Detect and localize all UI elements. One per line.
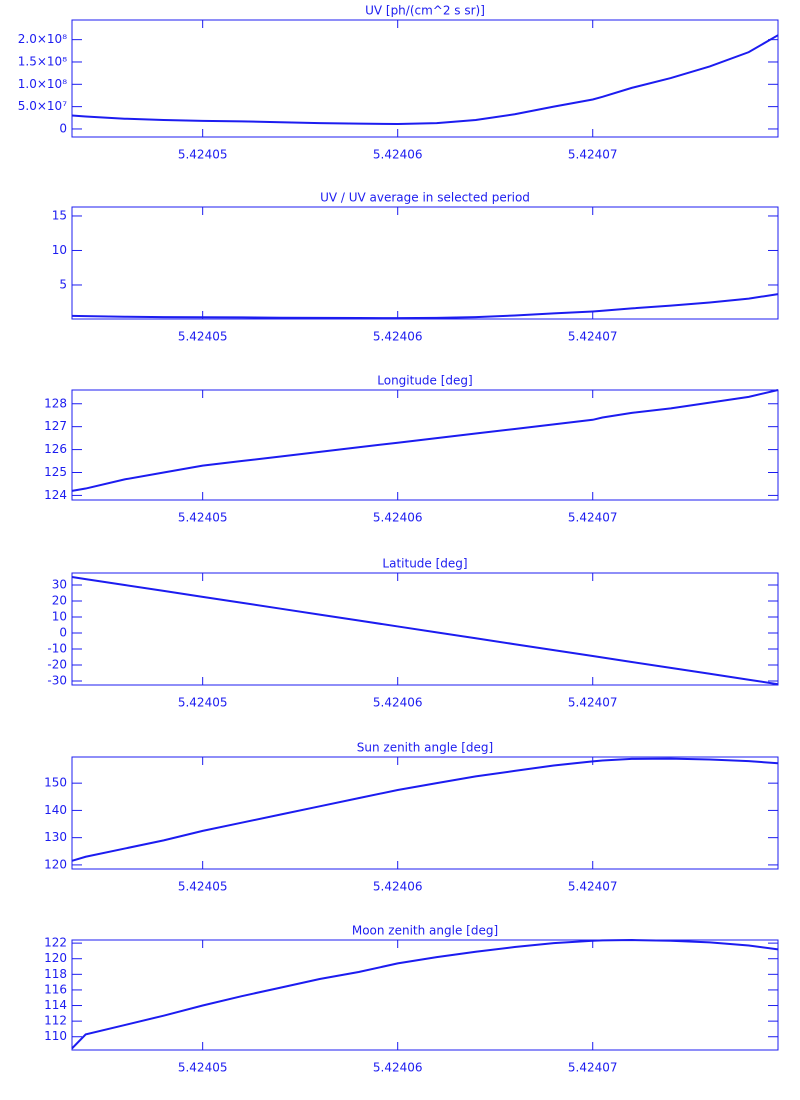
panel: UV [ph/(cm^2 s sr)] 0 5.0×10⁷ 1.0×10⁸ 1.5×10… bbox=[18, 4, 779, 162]
panel-title: Latitude [deg] bbox=[382, 557, 467, 571]
x-tick-label: 5.42407 bbox=[568, 880, 618, 894]
y-tick-label: 5.0×10⁷ bbox=[18, 99, 67, 113]
y-tick-label: 114 bbox=[44, 998, 67, 1012]
y-tick-label: 118 bbox=[44, 967, 67, 981]
y-tick-label: 116 bbox=[44, 982, 67, 996]
x-tick-label: 5.42405 bbox=[178, 1061, 228, 1075]
plot-frame bbox=[71, 756, 779, 870]
y-tick-label: -20 bbox=[47, 658, 67, 672]
plot-frame bbox=[71, 19, 779, 138]
panel-title: Moon zenith angle [deg] bbox=[352, 924, 498, 938]
panel-title: Longitude [deg] bbox=[377, 374, 472, 388]
y-tick-label: 125 bbox=[44, 465, 67, 479]
y-tick-label: 128 bbox=[44, 396, 67, 410]
plot-frame bbox=[71, 206, 779, 320]
x-tick-label: 5.42405 bbox=[178, 696, 228, 710]
x-tick-label: 5.42406 bbox=[373, 696, 423, 710]
y-tick-label: 15 bbox=[52, 208, 67, 222]
data-line bbox=[71, 938, 779, 1050]
y-tick-label: 110 bbox=[44, 1029, 67, 1043]
y-tick-label: 112 bbox=[44, 1014, 67, 1028]
y-tick-label: 120 bbox=[44, 857, 67, 871]
x-tick-label: 5.42406 bbox=[373, 148, 423, 162]
x-tick-label: 5.42407 bbox=[568, 330, 618, 344]
y-tick-label: 10 bbox=[52, 610, 67, 624]
y-tick-label: 140 bbox=[44, 803, 67, 817]
x-tick-label: 5.42405 bbox=[178, 330, 228, 344]
panel-title: UV [ph/(cm^2 s sr)] bbox=[365, 4, 485, 18]
y-tick-label: -10 bbox=[47, 642, 67, 656]
panel-title: Sun zenith angle [deg] bbox=[357, 741, 493, 755]
x-tick-label: 5.42405 bbox=[178, 148, 228, 162]
x-tick-label: 5.42405 bbox=[178, 880, 228, 894]
y-tick-label: 1.0×10⁸ bbox=[18, 77, 67, 91]
panel: Sun zenith angle [deg] 120 130 140 150 5.4240… bbox=[44, 741, 779, 894]
y-tick-label: 0 bbox=[59, 121, 67, 135]
plot-frame bbox=[71, 572, 779, 686]
data-line bbox=[71, 576, 779, 686]
y-tick-label: 5 bbox=[59, 277, 67, 291]
y-tick-label: 120 bbox=[44, 951, 67, 965]
x-tick-label: 5.42407 bbox=[568, 1061, 618, 1075]
y-tick-label: 122 bbox=[44, 936, 67, 950]
y-tick-label: 124 bbox=[44, 488, 67, 502]
panel: UV / UV average in selected period 5 10 15 5… bbox=[52, 191, 779, 344]
y-tick-label: 30 bbox=[52, 578, 67, 592]
data-line bbox=[71, 34, 779, 126]
x-tick-label: 5.42407 bbox=[568, 511, 618, 525]
y-tick-label: 130 bbox=[44, 830, 67, 844]
y-tick-label: -30 bbox=[47, 674, 67, 688]
plot-frame bbox=[71, 389, 779, 501]
panel: Latitude [deg] -30 -20 -10 0 10 20 30 5.42405 5.4… bbox=[47, 557, 779, 710]
y-tick-label: 1.5×10⁸ bbox=[18, 54, 67, 68]
panel-title: UV / UV average in selected period bbox=[320, 191, 530, 205]
x-tick-label: 5.42407 bbox=[568, 148, 618, 162]
y-tick-label: 0 bbox=[59, 626, 67, 640]
x-tick-label: 5.42406 bbox=[373, 880, 423, 894]
y-tick-label: 127 bbox=[44, 419, 67, 433]
y-tick-label: 150 bbox=[44, 776, 67, 790]
data-line bbox=[71, 389, 779, 492]
y-tick-label: 20 bbox=[52, 594, 67, 608]
x-tick-label: 5.42406 bbox=[373, 330, 423, 344]
y-tick-label: 10 bbox=[52, 243, 67, 257]
panel: Longitude [deg] 124 125 126 127 128 5.42405 5.4… bbox=[44, 374, 779, 525]
x-tick-label: 5.42405 bbox=[178, 511, 228, 525]
plot-frame bbox=[71, 939, 779, 1051]
y-tick-label: 126 bbox=[44, 442, 67, 456]
data-line bbox=[71, 757, 779, 862]
x-tick-label: 5.42407 bbox=[568, 696, 618, 710]
y-tick-label: 2.0×10⁸ bbox=[18, 32, 67, 46]
x-tick-label: 5.42406 bbox=[373, 1061, 423, 1075]
data-line bbox=[71, 293, 779, 320]
x-tick-label: 5.42406 bbox=[373, 511, 423, 525]
